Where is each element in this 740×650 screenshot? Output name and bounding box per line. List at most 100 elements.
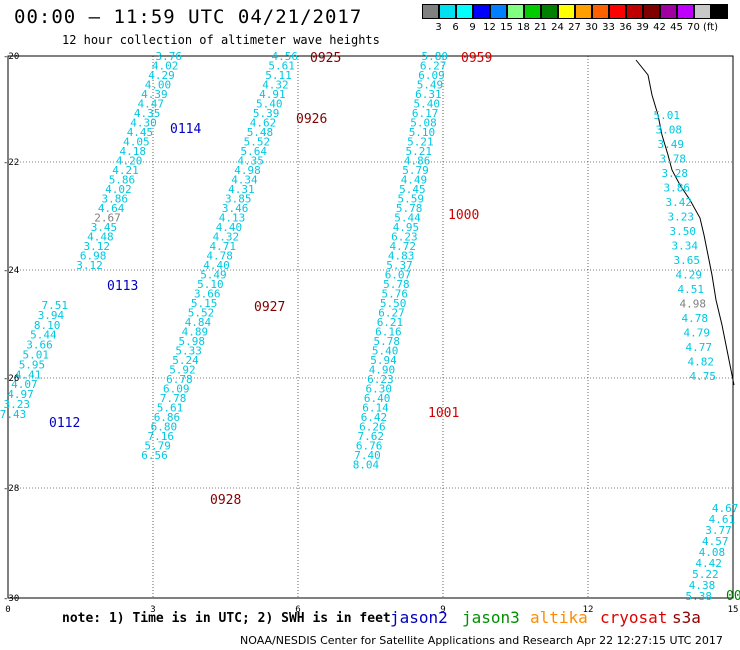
y-tick-label: -20	[3, 52, 19, 62]
colorbar-swatch	[609, 4, 626, 19]
colorbar-swatch	[473, 4, 490, 19]
pass-time-label: 1001	[428, 406, 459, 421]
wave-height-value: 4.40	[203, 259, 230, 272]
wave-height-value: 6.27	[378, 307, 405, 320]
colorbar-swatch	[456, 4, 473, 19]
wave-height-value: 4.77	[686, 341, 713, 354]
wave-height-value: 6.09	[163, 383, 190, 396]
wave-height-value: 4.48	[87, 231, 114, 244]
wave-height-value: 3.66	[194, 288, 221, 301]
wave-height-value: 6.17	[412, 107, 439, 120]
wave-height-value: 4.32	[262, 79, 289, 92]
wave-height-value: 3.77	[705, 524, 732, 537]
wave-height-value: 4.30	[130, 117, 157, 130]
y-tick-label: -30	[3, 594, 19, 604]
pass-time-label: 0114	[170, 122, 201, 137]
wave-height-value: 6.09	[418, 69, 445, 82]
wave-height-value: 6.27	[420, 60, 447, 73]
wave-height-value: 4.98	[680, 298, 707, 311]
wave-height-value: 3.49	[658, 138, 685, 151]
wave-height-value: 6.30	[366, 383, 393, 396]
wave-height-value: 5.52	[188, 307, 215, 320]
wave-height-value: 6.76	[356, 440, 383, 453]
wave-height-value: 6.26	[359, 421, 386, 434]
wave-height-value: 5.48	[247, 126, 274, 139]
wave-height-value: 4.90	[369, 364, 396, 377]
wave-height-value: 8.10	[34, 319, 61, 332]
satellite-tracks: 3.764.024.294.004.394.474.354.304.454.05…	[0, 50, 738, 603]
wave-height-value: 4.07	[11, 378, 38, 391]
wave-height-value: 6.31	[415, 88, 442, 101]
wave-height-value: 4.95	[393, 221, 420, 234]
colorbar-label: 70	[687, 22, 700, 33]
map-title: 00:00 – 11:59 UTC 04/21/2017	[14, 6, 363, 28]
wave-height-value: 4.34	[231, 174, 258, 187]
wave-height-value: 8.04	[353, 459, 380, 472]
wave-height-value: 5.15	[191, 297, 218, 310]
wave-height-value: 3.78	[660, 153, 687, 166]
wave-height-value: 5.86	[109, 174, 136, 187]
y-tick-label: -28	[3, 484, 19, 494]
wave-height-value: 4.83	[388, 250, 415, 263]
wave-height-value: 4.00	[145, 79, 172, 92]
wave-height-value: 6.78	[166, 373, 193, 386]
wave-height-value: 5.40	[256, 98, 283, 111]
colorbar-label: 18	[517, 22, 530, 33]
colorbar-swatch	[575, 4, 592, 19]
wave-height-value: 3.66	[26, 339, 53, 352]
wave-height-value: 4.56	[272, 50, 299, 63]
colorbar-swatch	[439, 4, 456, 19]
wave-height-value: 5.38	[686, 590, 713, 603]
wave-height-value: 4.79	[684, 327, 711, 340]
wave-height-value: 4.89	[182, 326, 209, 339]
wave-height-value: 5.61	[268, 60, 295, 73]
wave-height-value: 4.72	[390, 240, 417, 253]
wave-height-value: 6.42	[361, 411, 388, 424]
wave-height-value: 4.29	[148, 69, 175, 82]
wave-height-value: 3.34	[672, 240, 699, 253]
wave-height-value: 3.65	[674, 254, 701, 267]
wave-height-value: 4.61	[709, 513, 736, 526]
wave-height-value: 5.92	[169, 364, 196, 377]
wave-height-value: 3.42	[666, 196, 693, 209]
wave-height-value: 6.98	[80, 250, 107, 263]
wave-height-value: 4.05	[123, 136, 150, 149]
colorbar-swatch	[507, 4, 524, 19]
legend-jason2: jason2	[390, 608, 448, 627]
wave-height-value: 5.52	[244, 136, 271, 149]
wave-height-value: 4.20	[116, 155, 143, 168]
wave-height-value: 6.23	[367, 373, 394, 386]
wave-height-value: 5.80	[422, 50, 449, 63]
wave-height-value: 4.35	[237, 155, 264, 168]
wave-height-value: 4.38	[689, 579, 716, 592]
wave-height-value: 3.94	[38, 309, 65, 322]
pass-labels: 0925 0959 0926 0114 1000 0113 0927 1001 0112 0928…	[49, 51, 740, 604]
wave-height-value: 3.12	[76, 259, 103, 272]
wave-height-value: 5.33	[175, 345, 202, 358]
wave-height-value: 5.01	[654, 109, 681, 122]
wave-height-value: 5.40	[414, 98, 441, 111]
colorbar-label: (ft)	[702, 22, 719, 33]
wave-height-value: 5.49	[200, 269, 227, 282]
wave-height-value: 3.85	[225, 193, 252, 206]
wave-height-value: 7.43	[0, 408, 26, 421]
wave-height-value: 6.21	[377, 316, 404, 329]
wave-height-value: 6.86	[154, 411, 181, 424]
wave-height-value: 4.40	[216, 221, 243, 234]
wave-height-value: 4.45	[127, 126, 154, 139]
wave-height-value: 5.10	[409, 126, 436, 139]
map-frame	[7, 55, 734, 599]
wave-height-value: 5.76	[382, 288, 409, 301]
colorbar-label: 30	[585, 22, 598, 33]
legend-altika: altika	[530, 608, 588, 627]
wave-height-value: 5.01	[23, 349, 50, 362]
wave-height-value: 3.08	[656, 124, 683, 137]
wave-height-value: 3.12	[84, 240, 111, 253]
wave-height-value: 6.16	[375, 326, 402, 339]
wave-height-value: 5.24	[172, 354, 199, 367]
wave-height-value: 6.14	[362, 402, 389, 415]
wave-height-value: 5.22	[692, 568, 719, 581]
wave-height-value: 5.79	[402, 164, 429, 177]
x-tick-label: 9	[440, 605, 445, 615]
